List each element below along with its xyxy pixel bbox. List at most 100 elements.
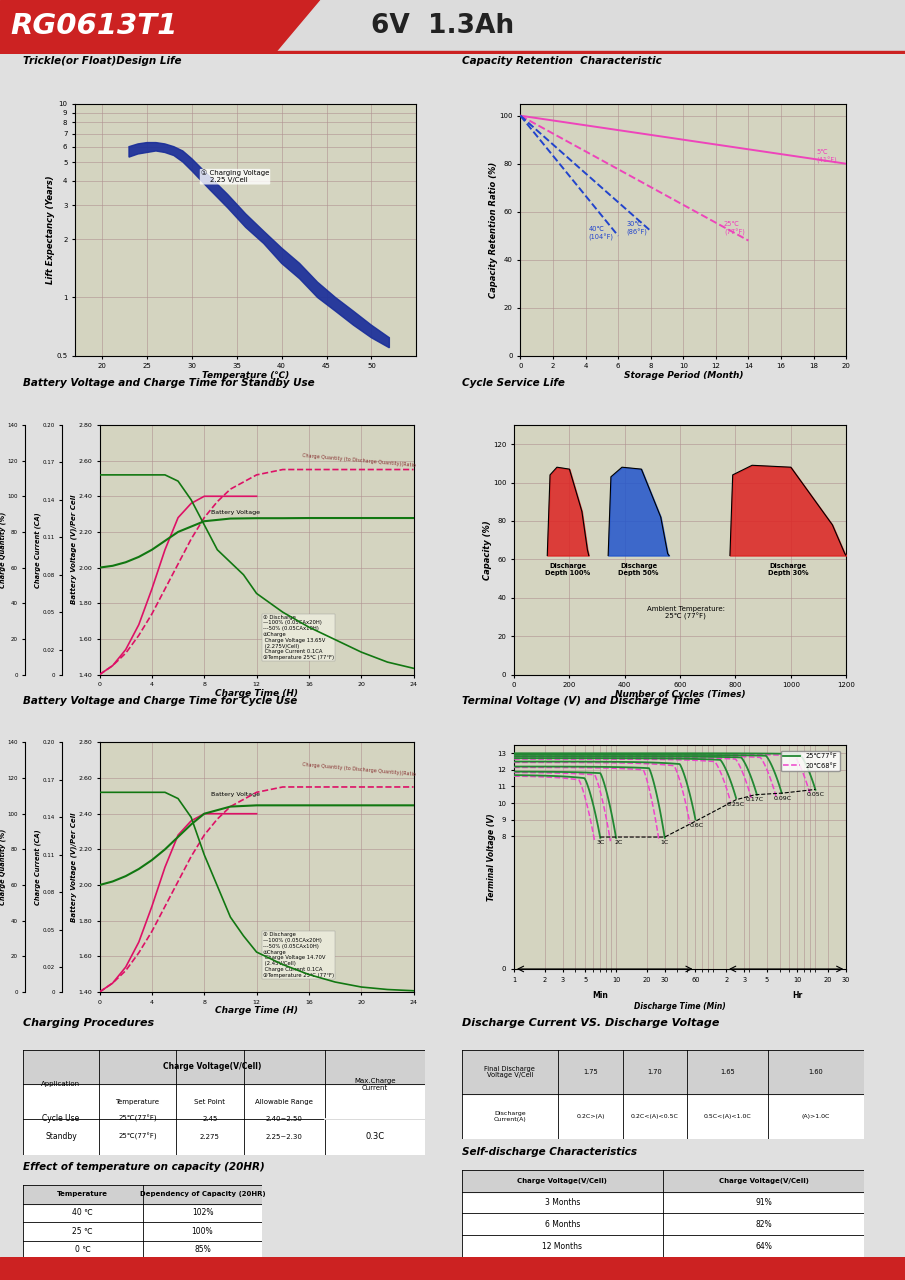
Text: 1.70: 1.70 (647, 1069, 662, 1075)
X-axis label: Charge Time (H): Charge Time (H) (215, 689, 298, 698)
Text: 0.3C: 0.3C (366, 1133, 385, 1142)
Y-axis label: Lift Expectancy (Years): Lift Expectancy (Years) (46, 175, 55, 284)
Text: 0.25C: 0.25C (727, 803, 745, 808)
Text: Discharge
Depth 100%: Discharge Depth 100% (546, 563, 591, 576)
Text: Max.Charge
Current: Max.Charge Current (354, 1078, 395, 1091)
Text: 2.40~2.50: 2.40~2.50 (266, 1116, 303, 1121)
Text: Application: Application (42, 1082, 81, 1087)
Text: Charge Quantity (to Discharge Quantity)(Ratio: Charge Quantity (to Discharge Quantity)(… (302, 762, 416, 777)
Text: 0.09C: 0.09C (774, 796, 792, 800)
Text: RG0613T1: RG0613T1 (11, 12, 178, 40)
Text: 100%: 100% (192, 1226, 214, 1236)
Text: Effect of temperature on capacity (20HR): Effect of temperature on capacity (20HR) (23, 1162, 264, 1172)
Text: ① Charging Voltage
    2.25 V/Cell: ① Charging Voltage 2.25 V/Cell (201, 170, 269, 183)
Polygon shape (129, 142, 389, 348)
Text: -15 ℃: -15 ℃ (71, 1263, 94, 1272)
Text: Charging Procedures: Charging Procedures (23, 1018, 154, 1028)
X-axis label: Storage Period (Month): Storage Period (Month) (624, 371, 743, 380)
Polygon shape (276, 0, 905, 54)
Text: 85%: 85% (194, 1245, 211, 1254)
Text: 5℃
(41°F): 5℃ (41°F) (817, 150, 838, 164)
Text: Temperature: Temperature (57, 1192, 108, 1198)
Text: Hr: Hr (793, 991, 803, 1001)
Y-axis label: Charge Current (CA): Charge Current (CA) (34, 829, 41, 905)
X-axis label: Charge Time (H): Charge Time (H) (215, 1006, 298, 1015)
Text: 40 ℃: 40 ℃ (72, 1208, 93, 1217)
Text: Discharge Current VS. Discharge Voltage: Discharge Current VS. Discharge Voltage (462, 1018, 719, 1028)
Text: 1.75: 1.75 (583, 1069, 598, 1075)
Legend: 25℃77°F, 20℃68°F: 25℃77°F, 20℃68°F (780, 750, 840, 771)
Bar (462, 1170, 864, 1192)
Y-axis label: Terminal Voltage (V): Terminal Voltage (V) (487, 813, 496, 901)
Text: 6 Months: 6 Months (545, 1220, 580, 1229)
Text: Cycle Use: Cycle Use (43, 1115, 80, 1124)
X-axis label: Discharge Time (Min): Discharge Time (Min) (634, 1002, 726, 1011)
Text: Cycle Service Life: Cycle Service Life (462, 379, 565, 388)
Text: Trickle(or Float)Design Life: Trickle(or Float)Design Life (23, 56, 181, 65)
Text: Charge Voltage(V/Cell): Charge Voltage(V/Cell) (719, 1178, 808, 1184)
Text: Self-discharge Characteristics: Self-discharge Characteristics (462, 1147, 636, 1157)
Text: 0.2C<(A)<0.5C: 0.2C<(A)<0.5C (631, 1115, 679, 1119)
Text: 3C: 3C (596, 840, 605, 845)
Text: Min: Min (593, 991, 608, 1001)
Text: Charge Voltage(V/Cell): Charge Voltage(V/Cell) (163, 1062, 262, 1071)
X-axis label: Temperature (℃): Temperature (℃) (202, 371, 290, 380)
Y-axis label: Charge Quantity (%): Charge Quantity (%) (0, 512, 5, 588)
Text: 40℃
(104°F): 40℃ (104°F) (589, 227, 614, 241)
Text: Set Point: Set Point (195, 1100, 225, 1105)
Text: 3 Months: 3 Months (545, 1198, 580, 1207)
Text: 2.25~2.30: 2.25~2.30 (266, 1134, 303, 1139)
Text: Battery Voltage and Charge Time for Cycle Use: Battery Voltage and Charge Time for Cycl… (23, 696, 297, 705)
Text: Terminal Voltage (V) and Discharge Time: Terminal Voltage (V) and Discharge Time (462, 696, 700, 705)
Text: Battery Voltage: Battery Voltage (211, 792, 260, 797)
Text: 12 Months: 12 Months (542, 1242, 582, 1251)
Y-axis label: Capacity (%): Capacity (%) (482, 520, 491, 580)
Text: Dependency of Capacity (20HR): Dependency of Capacity (20HR) (139, 1192, 265, 1198)
Bar (23, 1185, 262, 1203)
Text: 25℃
(77°F): 25℃ (77°F) (724, 221, 745, 236)
Text: ① Discharge
—100% (0.05CAx20H)
---50% (0.05CAx10H)
②Charge
 Charge Voltage 13.65: ① Discharge —100% (0.05CAx20H) ---50% (0… (263, 614, 334, 660)
Bar (23, 1050, 425, 1084)
Text: 0.2C>(A): 0.2C>(A) (576, 1115, 605, 1119)
Text: 91%: 91% (755, 1198, 772, 1207)
Text: 1.65: 1.65 (720, 1069, 735, 1075)
Bar (462, 1050, 864, 1094)
Text: Discharge
Depth 50%: Discharge Depth 50% (618, 563, 659, 576)
Text: Charge Voltage(V/Cell): Charge Voltage(V/Cell) (518, 1178, 607, 1184)
Text: 2.275: 2.275 (200, 1134, 220, 1139)
Text: 0 ℃: 0 ℃ (74, 1245, 91, 1254)
Text: 0.17C: 0.17C (746, 797, 764, 803)
Text: Final Discharge
Voltage V/Cell: Final Discharge Voltage V/Cell (484, 1065, 536, 1079)
Y-axis label: Charge Quantity (%): Charge Quantity (%) (0, 829, 5, 905)
Y-axis label: Battery Voltage (V)/Per Cell: Battery Voltage (V)/Per Cell (70, 495, 77, 604)
Text: 0.05C: 0.05C (806, 792, 824, 797)
Text: 64%: 64% (755, 1242, 772, 1251)
Text: Charge Quantity (to Discharge Quantity)(Ratio: Charge Quantity (to Discharge Quantity)(… (302, 453, 416, 468)
Text: Battery Voltage: Battery Voltage (211, 511, 260, 515)
Text: 30℃
(86°F): 30℃ (86°F) (626, 221, 647, 236)
Text: Standby: Standby (45, 1133, 77, 1142)
Text: 0.5C<(A)<1.0C: 0.5C<(A)<1.0C (703, 1115, 751, 1119)
Text: Discharge
Depth 30%: Discharge Depth 30% (767, 563, 808, 576)
Text: 1.60: 1.60 (808, 1069, 824, 1075)
Text: (A)>1.0C: (A)>1.0C (802, 1115, 830, 1119)
Text: 65%: 65% (194, 1263, 211, 1272)
Y-axis label: Charge Current (CA): Charge Current (CA) (34, 512, 41, 588)
Text: 6V  1.3Ah: 6V 1.3Ah (371, 13, 514, 38)
Text: 25℃(77°F): 25℃(77°F) (118, 1115, 157, 1123)
Text: 25℃(77°F): 25℃(77°F) (118, 1133, 157, 1140)
Text: Temperature: Temperature (116, 1100, 159, 1105)
Text: 0.6C: 0.6C (690, 823, 704, 828)
Text: 1C: 1C (661, 840, 669, 845)
Text: Capacity Retention  Characteristic: Capacity Retention Characteristic (462, 56, 662, 65)
X-axis label: Number of Cycles (Times): Number of Cycles (Times) (614, 690, 746, 699)
Y-axis label: Capacity Retention Ratio (%): Capacity Retention Ratio (%) (489, 161, 498, 298)
Text: Discharge
Current(A): Discharge Current(A) (493, 1111, 526, 1123)
Text: 82%: 82% (756, 1220, 772, 1229)
Text: ① Discharge
—100% (0.05CAx20H)
---50% (0.05CAx10H)
②Charge
 Charge Voltage 14.70: ① Discharge —100% (0.05CAx20H) ---50% (0… (263, 932, 334, 978)
Text: Allowable Range: Allowable Range (255, 1100, 313, 1105)
Text: Battery Voltage and Charge Time for Standby Use: Battery Voltage and Charge Time for Stan… (23, 379, 314, 388)
Y-axis label: Battery Voltage (V)/Per Cell: Battery Voltage (V)/Per Cell (70, 813, 77, 922)
Text: 2.45: 2.45 (202, 1116, 217, 1121)
Text: 2C: 2C (614, 840, 623, 845)
